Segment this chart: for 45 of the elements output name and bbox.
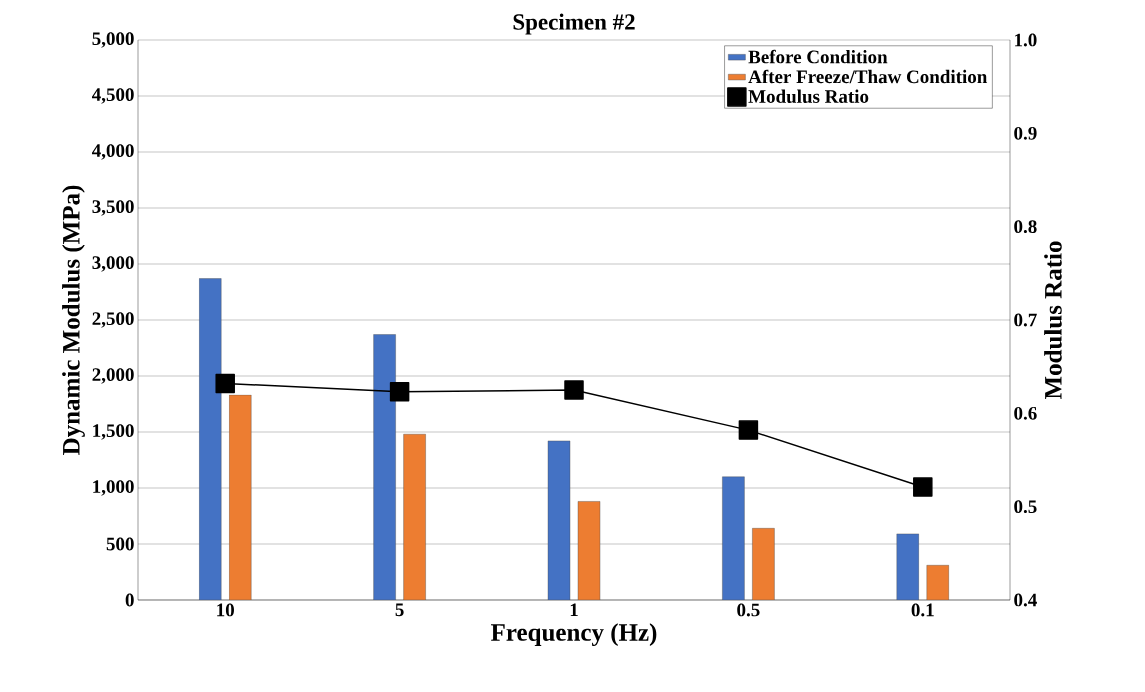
x-tick-label: 10 <box>217 603 234 617</box>
legend-label: Before Condition <box>748 49 888 64</box>
bar <box>403 434 426 600</box>
y-tick-label: 500 <box>106 537 134 551</box>
y2-tick-label: 0.6 <box>1014 406 1037 420</box>
bar <box>752 528 775 600</box>
chart-title: Specimen #2 <box>513 13 635 35</box>
x-tick-label: 0.1 <box>911 603 934 617</box>
bar <box>577 501 601 600</box>
bar <box>547 440 571 600</box>
bar <box>722 476 745 600</box>
y2-tick-label: 1.0 <box>1015 33 1037 47</box>
y-tick-label: 0 <box>125 593 134 607</box>
y-tick-label: 1,000 <box>93 480 134 496</box>
y2-tick-label: 0.7 <box>1014 313 1037 327</box>
bar <box>373 334 396 600</box>
legend-label: After Freeze/Thaw Condition <box>748 69 988 84</box>
bar <box>199 278 222 600</box>
y-tick-label: 3,500 <box>92 200 134 216</box>
y-axis-title: Dynamic Modulus (MPa) <box>62 185 85 455</box>
point <box>564 380 584 400</box>
bar <box>229 394 252 600</box>
x-tick-label: 5 <box>395 603 404 617</box>
y-tick-label: 3,000 <box>92 256 134 272</box>
y2-tick-label: 0.4 <box>1014 593 1037 607</box>
point <box>913 477 933 497</box>
legend-label: Modulus Ratio <box>748 89 869 103</box>
bar <box>926 565 949 600</box>
y2-axis-title: Modulus Ratio <box>1044 241 1062 400</box>
y-tick-label: 2,500 <box>92 312 134 328</box>
y-tick-label: 5,000 <box>92 32 134 48</box>
point <box>215 373 235 394</box>
y-tick-label: 4,000 <box>91 144 134 160</box>
x-tick-label: 0.5 <box>737 603 760 617</box>
y2-tick-label: 0.9 <box>1014 126 1037 140</box>
x-axis-title: Frequency (Hz) <box>491 623 657 647</box>
point <box>738 420 759 440</box>
y2-tick-label: 0.8 <box>1014 220 1037 234</box>
bar <box>896 533 919 600</box>
point <box>389 382 410 402</box>
y-tick-label: 2,000 <box>92 368 134 384</box>
y-tick-label: 1,500 <box>93 424 134 440</box>
y-tick-label: 4,500 <box>91 88 134 104</box>
x-tick-label: 1 <box>570 603 578 617</box>
y2-tick-label: 0.5 <box>1014 500 1037 514</box>
